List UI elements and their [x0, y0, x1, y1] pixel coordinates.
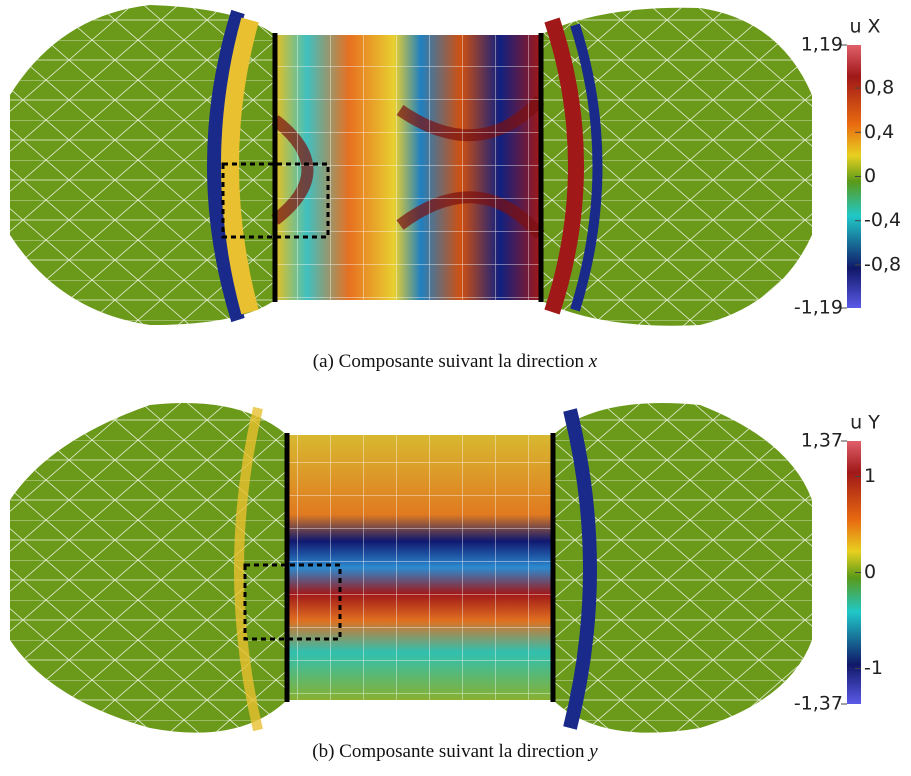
caption-text: Composante suivant la direction	[339, 741, 585, 762]
colorbar-tick-label: 1,19	[801, 34, 843, 56]
caption-variable: y	[587, 741, 598, 762]
caption-text: Composante suivant la direction	[339, 351, 585, 372]
colorbar-tick-label: -1,19	[794, 297, 843, 319]
caption-label: (b)	[312, 741, 334, 762]
colorbar-tick-label: -1,37	[794, 693, 843, 715]
colorbar-tick-label: -0,4	[864, 209, 901, 231]
caption: (b) Composante suivant la direction y	[312, 741, 598, 762]
colorbar-tick-label: 1,37	[801, 430, 843, 452]
colorbar-title: u Y	[850, 412, 880, 434]
colorbar-tick-label: -1	[864, 657, 883, 679]
simulation-b	[10, 403, 812, 733]
colorbar-tick-label: 1	[864, 465, 876, 487]
colorbar-gradient	[847, 441, 861, 704]
colorbar-tick-label: 0	[864, 561, 876, 583]
caption: (a) Composante suivant la direction x	[313, 351, 598, 372]
colorbar-tick-label: 0,4	[864, 121, 894, 143]
caption-label: (a)	[313, 351, 334, 372]
colorbar-gradient	[847, 45, 861, 308]
colorbar-tick-label: 0,8	[864, 77, 894, 99]
colorbar-tick-label: 0	[864, 165, 876, 187]
colorbar-title: u X	[849, 16, 880, 38]
colorbar: u Y 1,37 1 0 -1 -1,37	[794, 412, 883, 715]
colorbar: u X 1,19 0,8 0,4 0 -0,4 -0,8 -1,19	[794, 16, 901, 319]
caption-variable: x	[588, 351, 598, 372]
simulation-a	[10, 5, 812, 326]
colorbar-tick-label: -0,8	[864, 253, 901, 275]
